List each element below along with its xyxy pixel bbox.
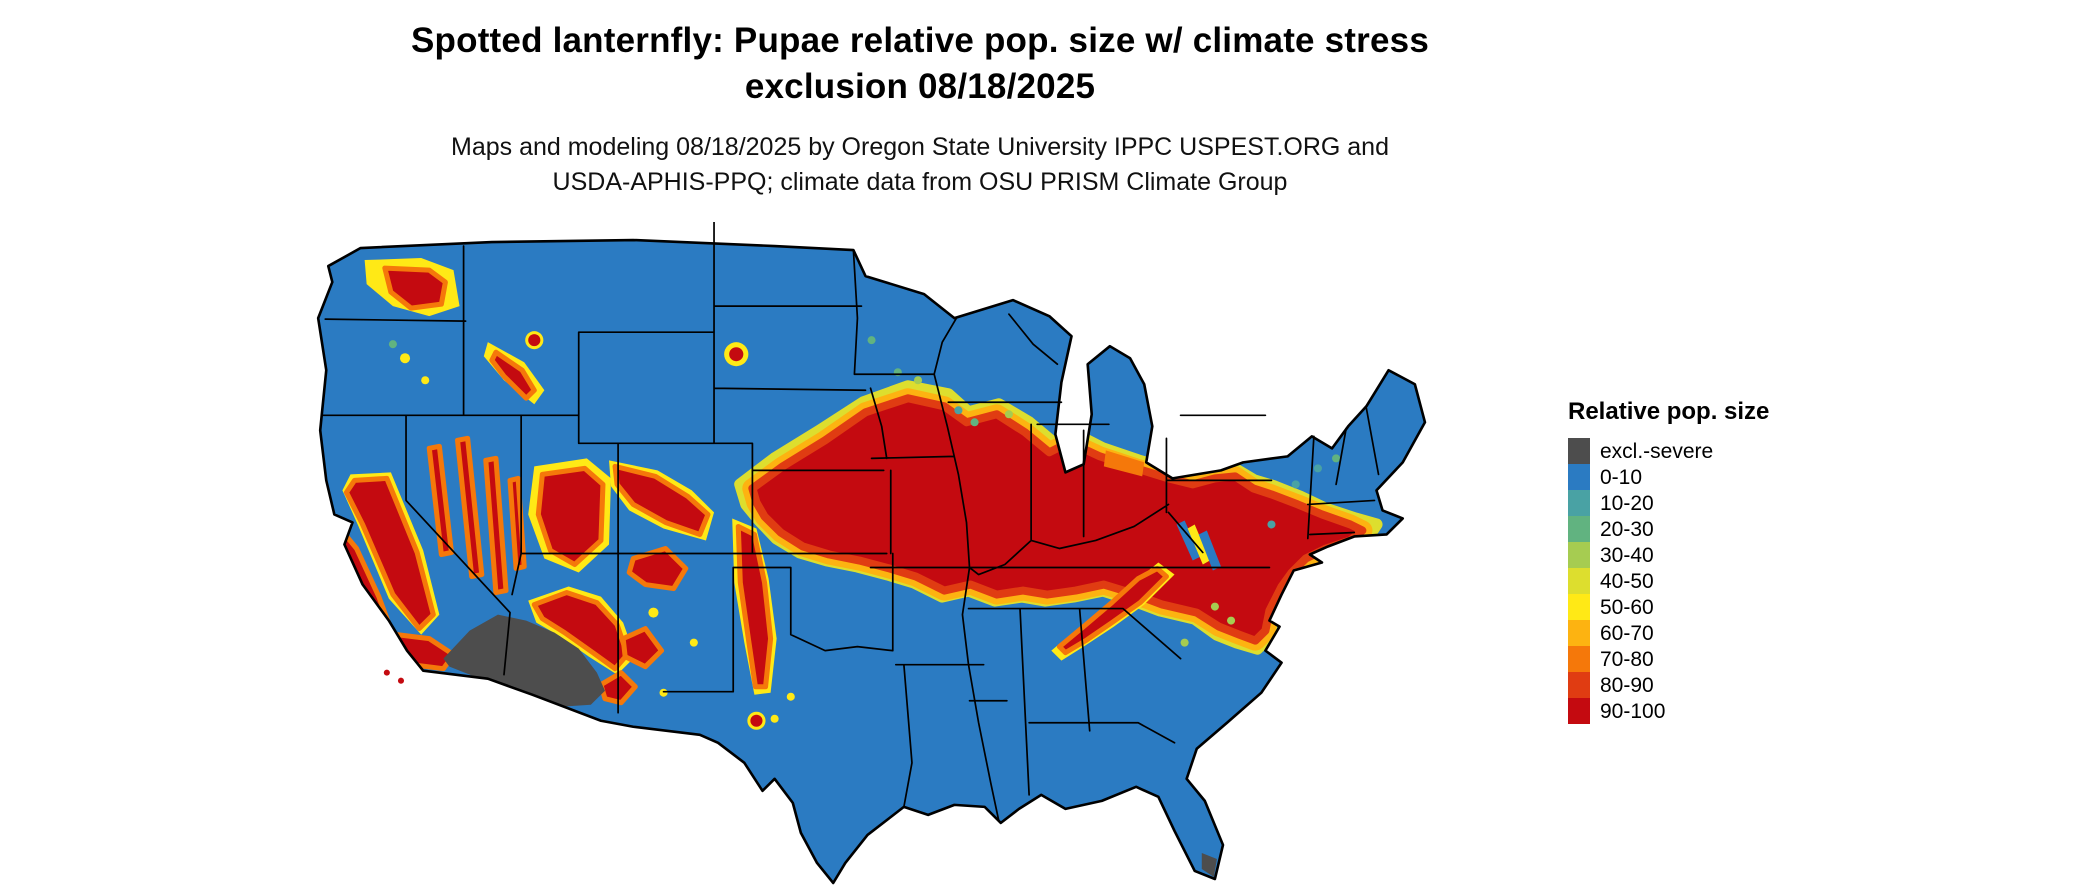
teal-speck-hudson (1267, 520, 1276, 529)
new-mexico-yellow-speck-2 (689, 638, 698, 647)
legend-item: 0-10 (1568, 464, 1769, 490)
legend-swatch (1568, 646, 1590, 672)
idaho-red (489, 349, 537, 401)
raster-layers (318, 240, 1425, 883)
channel-island-speck-1 (383, 669, 390, 676)
state-borders (321, 222, 1380, 822)
us-map-svg (316, 222, 1427, 885)
legend-label: 60-70 (1600, 621, 1654, 645)
legend-swatch (1568, 568, 1590, 594)
figure-header: Spotted lanternfly: Pupae relative pop. … (0, 18, 1840, 199)
texas-yellow-speck-2 (786, 692, 795, 701)
utah-red (535, 465, 606, 568)
legend-swatch (1568, 438, 1590, 464)
washington-red (382, 265, 448, 311)
legend-label: 10-20 (1600, 491, 1654, 515)
yellowgreen-speck-nc-2 (1227, 616, 1236, 625)
legend-swatch (1568, 672, 1590, 698)
legend-label: 70-80 (1600, 647, 1654, 671)
appalachian-red-streak (1056, 566, 1169, 656)
legend-item: 60-70 (1568, 620, 1769, 646)
nevada-range-stripe-3 (483, 455, 509, 596)
us-outline (316, 238, 1427, 885)
risk-corridor-red-core (748, 394, 1367, 645)
michigan-thumb-orange (1103, 450, 1145, 477)
legend-item: 90-100 (1568, 698, 1769, 724)
new-mexico-west-red (620, 626, 665, 670)
legend-item: 80-90 (1568, 672, 1769, 698)
legend-item: 10-20 (1568, 490, 1769, 516)
legend-item: 20-30 (1568, 516, 1769, 542)
black-hills-red (729, 347, 744, 362)
new-mexico-north-red (626, 545, 689, 592)
sonoran-desert-excluded-gray (443, 614, 605, 707)
nevada-range-stripe-1 (426, 443, 454, 558)
legend-label: excl.-severe (1600, 439, 1714, 463)
teal-speck-wi (954, 406, 963, 415)
yellowgreen-speck-wi (1004, 410, 1013, 419)
california-valley-red (343, 475, 436, 632)
legend-items: excl.-severe 0-10 10-20 20-30 30-40 40-50 50-6… (1568, 438, 1769, 724)
legend-swatch (1568, 620, 1590, 646)
oregon-green-speck (388, 340, 397, 349)
yellowgreen-speck-nc (1210, 602, 1219, 611)
ridge-valley-stripe-blue-1 (1176, 520, 1201, 561)
teal-speck-ny (1291, 480, 1300, 489)
subtitle-line-1: Maps and modeling 08/18/2025 by Oregon S… (451, 133, 1389, 162)
legend-label: 0-10 (1600, 465, 1643, 489)
oregon-yellow-speck-2 (421, 376, 430, 385)
nm-tx-red-strip (735, 523, 774, 690)
legend-swatch (1568, 464, 1590, 490)
ridge-valley-stripe-blue-2 (1198, 530, 1221, 571)
montana-red-speck (528, 334, 541, 347)
channel-island-speck-2 (397, 677, 405, 684)
legend-label: 50-60 (1600, 595, 1654, 619)
oregon-yellow-speck (399, 353, 411, 364)
title-line-2: exclusion 08/18/2025 (744, 67, 1096, 107)
legend-title: Relative pop. size (1568, 398, 1770, 425)
legend-swatch (1568, 542, 1590, 568)
page-title: Spotted lanternfly: Pupae relative pop. … (0, 18, 1840, 110)
legend: Relative pop. size excl.-severe 0-10 10-20… (1568, 398, 1769, 724)
us-map (300, 222, 1532, 886)
legend-label: 80-90 (1600, 673, 1654, 697)
map-subtitle: Maps and modeling 08/18/2025 by Oregon S… (0, 130, 1840, 199)
legend-label: 30-40 (1600, 543, 1654, 567)
legend-swatch (1568, 516, 1590, 542)
green-speck-mn-2 (867, 336, 876, 345)
legend-swatch (1568, 490, 1590, 516)
colorado-red (612, 463, 711, 537)
legend-item: excl.-severe (1568, 438, 1769, 464)
yellowgreen-speck-sc (1180, 638, 1189, 647)
green-speck-nh (1332, 454, 1341, 463)
mogollon-rim-red (531, 590, 630, 672)
legend-swatch (1568, 698, 1590, 724)
new-mexico-yellow-speck-3 (659, 688, 668, 697)
nevada-range-stripe-2 (455, 435, 485, 580)
legend-label: 40-50 (1600, 569, 1654, 593)
yellowgreen-speck-ia (913, 376, 923, 385)
teal-speck-vt (1313, 464, 1322, 473)
legend-item: 50-60 (1568, 594, 1769, 620)
subtitle-line-2: USDA-APHIS-PPQ; climate data from OSU PR… (552, 167, 1288, 196)
texas-yellow-speck (770, 714, 779, 723)
legend-label: 20-30 (1600, 517, 1654, 541)
new-mexico-yellow-speck-1 (648, 607, 659, 618)
florida-tip-excluded-gray (1201, 852, 1217, 877)
green-speck-wi (970, 418, 979, 427)
texas-davis-mtns-red (750, 714, 763, 727)
legend-swatch (1568, 594, 1590, 620)
ridge-valley-stripe-yellow (1187, 524, 1210, 565)
legend-label: 90-100 (1600, 699, 1666, 723)
title-line-1: Spotted lanternfly: Pupae relative pop. … (411, 21, 1429, 60)
legend-item: 40-50 (1568, 568, 1769, 594)
legend-item: 70-80 (1568, 646, 1769, 672)
legend-item: 30-40 (1568, 542, 1769, 568)
